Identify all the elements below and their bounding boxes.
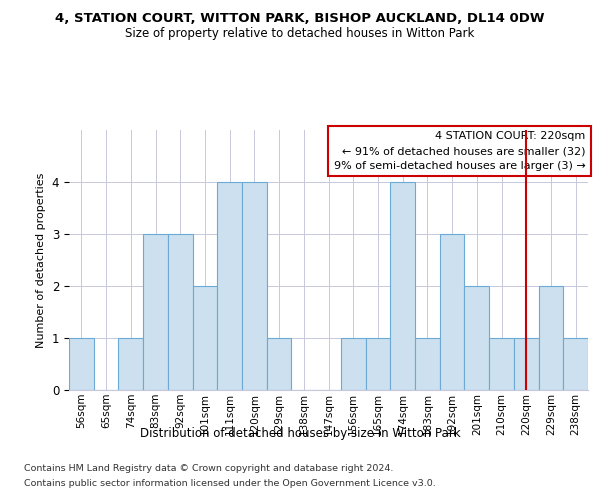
Bar	[217, 182, 242, 390]
Y-axis label: Number of detached properties: Number of detached properties	[36, 172, 46, 348]
Bar	[539, 286, 563, 390]
Bar	[415, 338, 440, 390]
Text: Contains public sector information licensed under the Open Government Licence v3: Contains public sector information licen…	[24, 479, 436, 488]
Bar	[242, 182, 267, 390]
Text: Size of property relative to detached houses in Witton Park: Size of property relative to detached ho…	[125, 28, 475, 40]
Bar	[69, 338, 94, 390]
Text: Distribution of detached houses by size in Witton Park: Distribution of detached houses by size …	[140, 428, 460, 440]
Bar	[267, 338, 292, 390]
Text: 4, STATION COURT, WITTON PARK, BISHOP AUCKLAND, DL14 0DW: 4, STATION COURT, WITTON PARK, BISHOP AU…	[55, 12, 545, 26]
Bar	[193, 286, 217, 390]
Bar	[489, 338, 514, 390]
Bar	[118, 338, 143, 390]
Bar	[341, 338, 365, 390]
Bar	[563, 338, 588, 390]
Text: 4 STATION COURT: 220sqm
← 91% of detached houses are smaller (32)
9% of semi-det: 4 STATION COURT: 220sqm ← 91% of detache…	[334, 132, 586, 171]
Bar	[464, 286, 489, 390]
Text: Contains HM Land Registry data © Crown copyright and database right 2024.: Contains HM Land Registry data © Crown c…	[24, 464, 394, 473]
Bar	[365, 338, 390, 390]
Bar	[168, 234, 193, 390]
Bar	[390, 182, 415, 390]
Bar	[440, 234, 464, 390]
Bar	[143, 234, 168, 390]
Bar	[514, 338, 539, 390]
